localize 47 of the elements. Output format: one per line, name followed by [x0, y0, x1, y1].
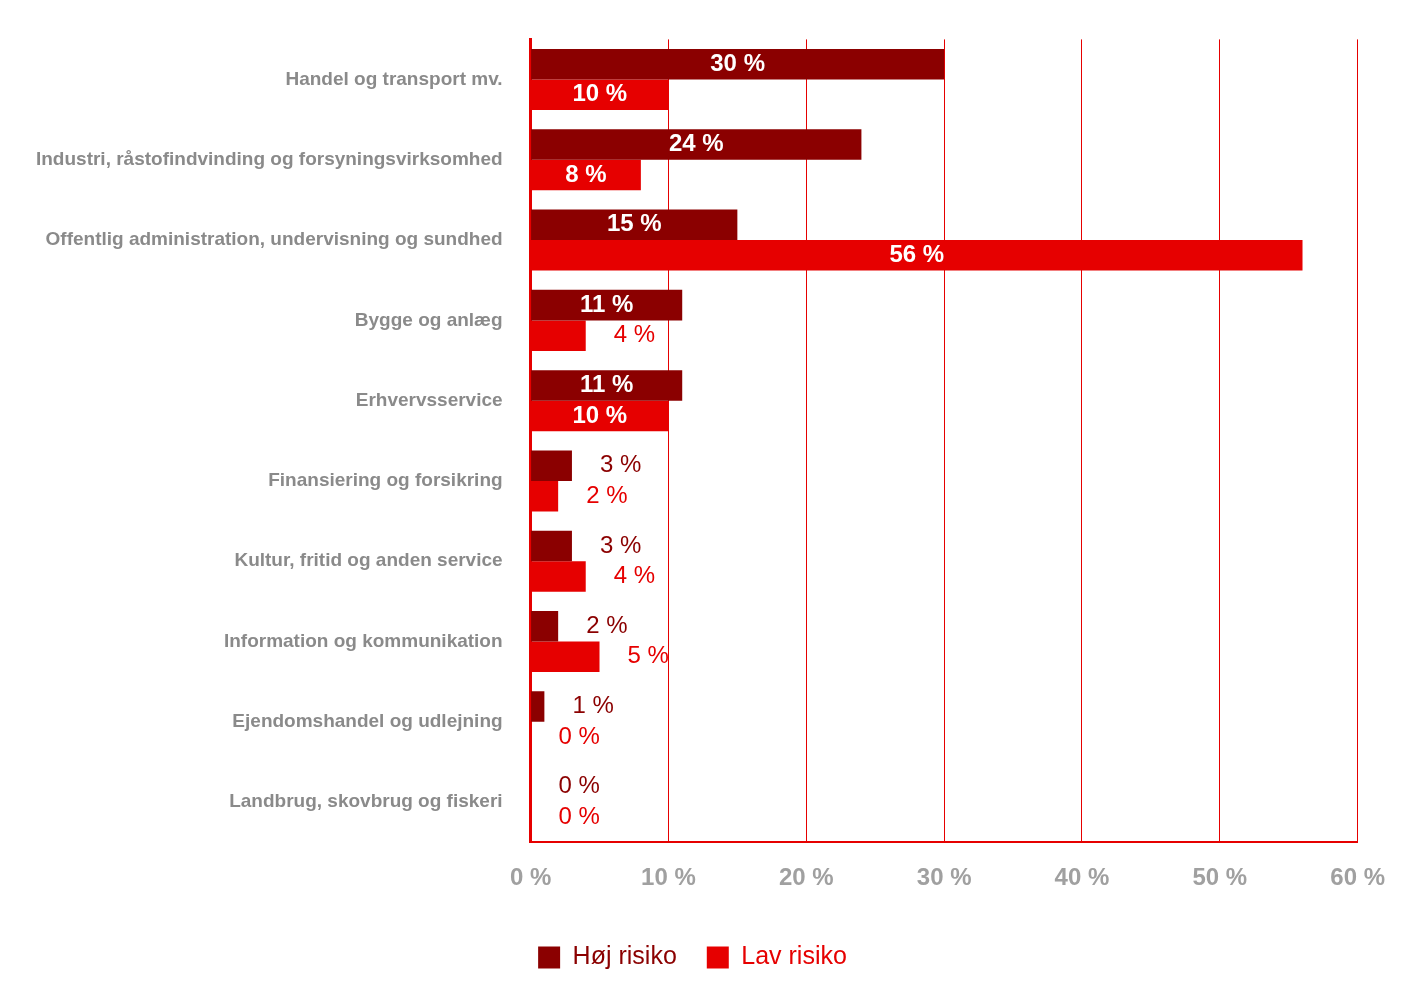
y-tick-label: Finansiering og forsikring	[268, 469, 503, 491]
data-label: 1 %	[572, 691, 614, 719]
legend-label: Høj risiko	[572, 941, 677, 970]
data-label: 4 %	[613, 561, 656, 589]
bar	[531, 370, 683, 401]
data-label: 5 %	[627, 641, 669, 669]
bar	[531, 610, 559, 642]
bar	[531, 49, 945, 80]
x-tick-label: 60 %	[1330, 863, 1385, 891]
x-tick-label: 0 %	[509, 863, 552, 891]
bar	[531, 691, 545, 722]
y-tick-label: Kultur, fritid og anden service	[234, 549, 503, 571]
data-label: 0 %	[558, 801, 600, 829]
y-tick-label: Ejendomshandel og udlejning	[232, 710, 503, 732]
bar	[531, 530, 572, 562]
data-label: 3 %	[599, 450, 642, 478]
legend-label: Lav risiko	[741, 941, 847, 970]
y-tick-label: Information og kommunikation	[223, 629, 503, 651]
data-label: 2 %	[586, 480, 628, 508]
bar	[531, 209, 738, 241]
x-tick-label: 40 %	[1054, 863, 1110, 891]
data-label: 11 %	[579, 370, 634, 398]
data-label: 0 %	[558, 721, 600, 749]
y-tick-label: Industri, råstofindvinding og forsyningsvirksomhed	[35, 148, 503, 170]
data-label: 15 %	[606, 209, 662, 237]
bar	[531, 450, 572, 481]
bar	[531, 129, 862, 160]
y-tick-label: Handel og transport mv.	[285, 67, 503, 89]
data-label: 10 %	[572, 400, 628, 428]
data-label: 4 %	[613, 320, 656, 348]
data-label: 8 %	[565, 159, 607, 187]
data-label: 11 %	[579, 289, 634, 317]
y-tick-label: Bygge og anlæg	[354, 308, 503, 330]
data-label: 2 %	[586, 610, 628, 638]
x-tick-label: 10 %	[641, 863, 696, 891]
data-label: 10 %	[572, 79, 628, 107]
x-tick-label: 30 %	[916, 863, 972, 891]
x-tick-label: 20 %	[778, 863, 834, 891]
y-tick-label: Offentlig administration, undervisning og sundhed	[45, 228, 503, 250]
x-tick-label: 50 %	[1192, 863, 1248, 891]
y-tick-label: Landbrug, skovbrug og fiskeri	[229, 790, 503, 812]
data-label: 30 %	[710, 48, 765, 76]
data-label: 3 %	[599, 530, 642, 558]
data-label: 56 %	[889, 239, 945, 267]
data-label: 0 %	[558, 771, 600, 799]
y-tick-label: Erhvervsservice	[355, 388, 503, 410]
data-label: 24 %	[668, 129, 724, 157]
